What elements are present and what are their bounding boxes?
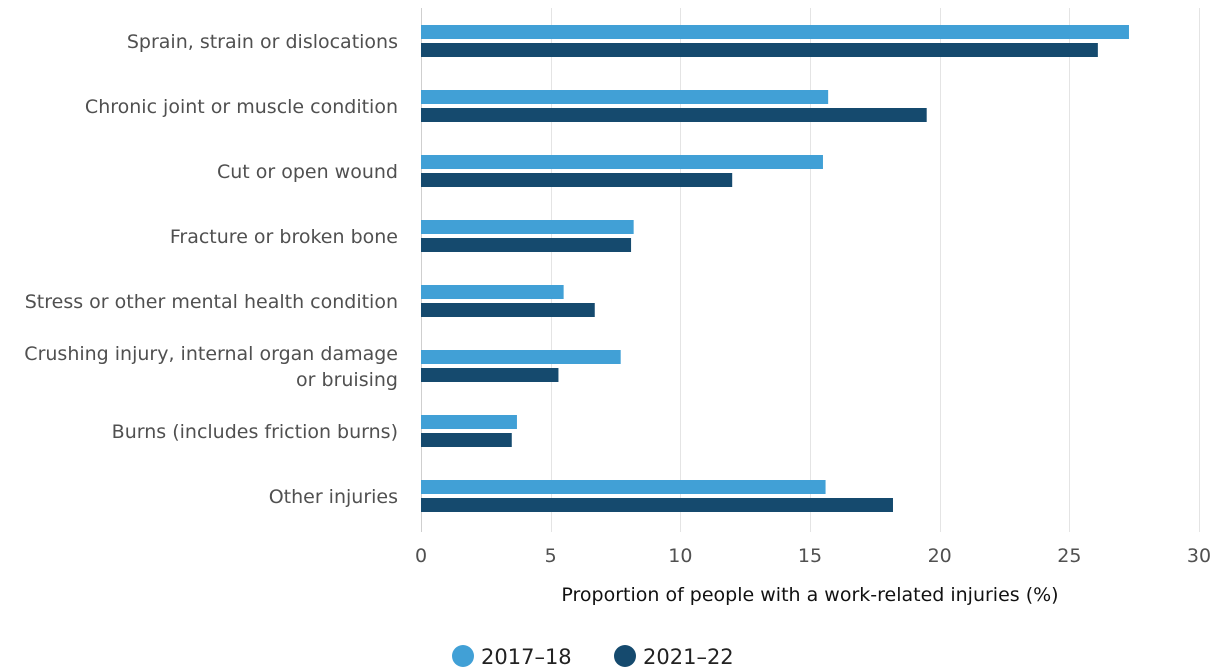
grid-lines: [421, 8, 1200, 532]
category-label: Stress or other mental health condition: [25, 291, 398, 313]
category-label: Burns (includes friction burns): [112, 421, 398, 443]
x-tick-label: 15: [798, 545, 822, 567]
bar-series-1[interactable]: [421, 90, 829, 104]
bar-series-2[interactable]: [421, 498, 893, 512]
x-tick-labels: 0 5 10 15 20 25 30: [415, 545, 1211, 567]
bar-series-2[interactable]: [421, 173, 733, 187]
category-label: Crushing injury, internal organ damage: [24, 343, 398, 365]
x-tick-label: 0: [415, 545, 427, 567]
category-label: Fracture or broken bone: [170, 226, 398, 248]
x-tick-label: 20: [928, 545, 952, 567]
x-tick-label: 10: [668, 545, 692, 567]
bars: [421, 25, 1129, 512]
x-tick-label: 30: [1187, 545, 1211, 567]
bar-series-2[interactable]: [421, 303, 595, 317]
legend-marker: [452, 645, 474, 667]
bar-series-1[interactable]: [421, 220, 634, 234]
bar-series-1[interactable]: [421, 350, 621, 364]
bar-series-2[interactable]: [421, 433, 512, 447]
legend: 2017–18 2021–22: [452, 645, 734, 669]
bar-series-1[interactable]: [421, 285, 564, 299]
category-label: Other injuries: [269, 486, 398, 508]
legend-label: 2021–22: [643, 645, 734, 669]
legend-item[interactable]: 2017–18: [452, 645, 572, 669]
category-label: Chronic joint or muscle condition: [85, 96, 398, 118]
x-tick-label: 25: [1057, 545, 1081, 567]
legend-label: 2017–18: [481, 645, 572, 669]
bar-series-1[interactable]: [421, 155, 823, 169]
category-label: Cut or open wound: [217, 161, 398, 183]
category-label: Sprain, strain or dislocations: [127, 31, 398, 53]
bar-series-1[interactable]: [421, 415, 517, 429]
legend-item[interactable]: 2021–22: [614, 645, 734, 669]
bar-series-1[interactable]: [421, 480, 826, 494]
bar-series-2[interactable]: [421, 108, 927, 122]
bar-series-1[interactable]: [421, 25, 1129, 39]
bar-series-2[interactable]: [421, 368, 559, 382]
bar-series-2[interactable]: [421, 238, 632, 252]
legend-marker: [614, 645, 636, 667]
x-axis-title: Proportion of people with a work-related…: [561, 584, 1058, 606]
bar-series-2[interactable]: [421, 43, 1098, 57]
category-label: or bruising: [296, 369, 398, 391]
x-tick-label: 5: [545, 545, 557, 567]
category-labels: Sprain, strain or dislocations Chronic jo…: [24, 31, 398, 508]
